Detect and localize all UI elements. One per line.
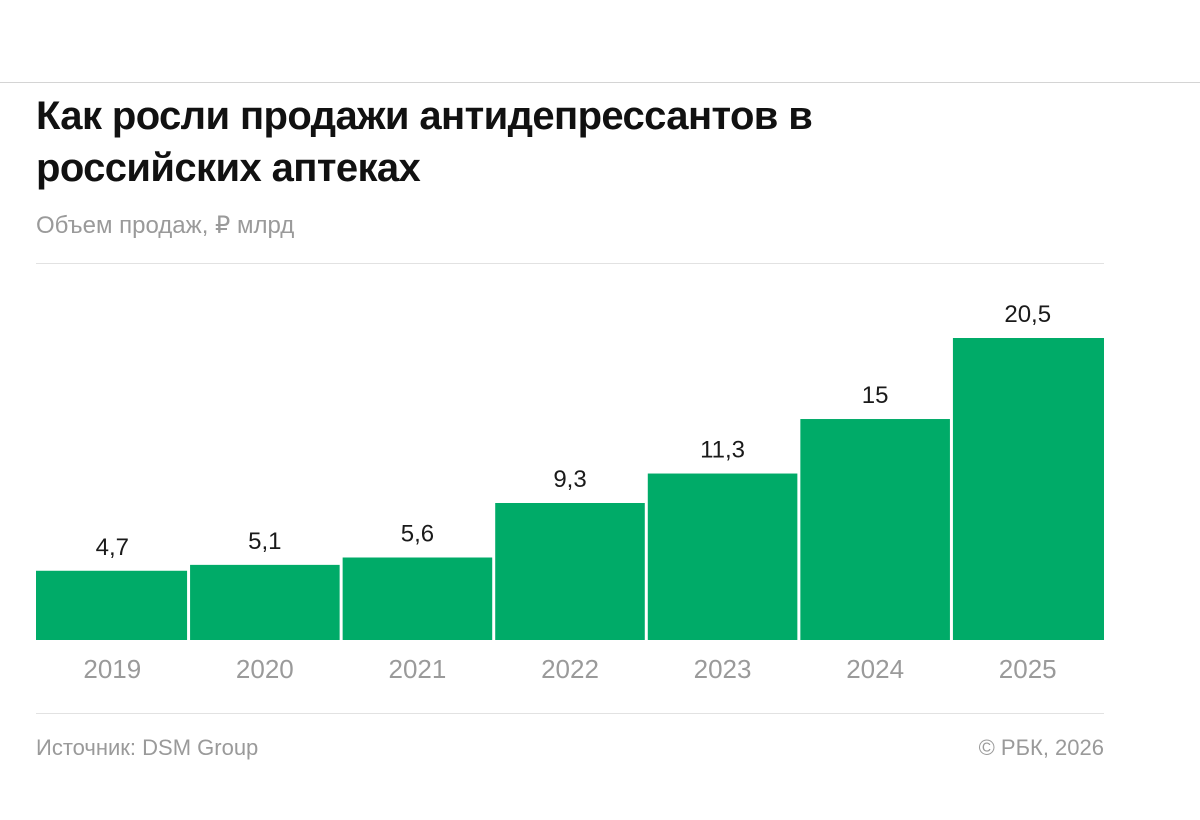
value-label-2022: 9,3	[553, 466, 586, 493]
x-tick-label-2019: 2019	[83, 654, 141, 684]
bar-2020	[190, 564, 340, 640]
value-label-2021: 5,6	[401, 521, 434, 548]
bar-2021	[342, 557, 493, 640]
value-label-2020: 5,1	[248, 528, 281, 555]
bar-2022	[495, 502, 645, 640]
bar-chart: 4,7 2019 5,1 2020 5,6 2021 9,3 2022 11,3 2023 15 20…	[36, 301, 1104, 684]
value-label-2024: 15	[862, 382, 889, 409]
copyright-note: © РБК, 2026	[978, 735, 1104, 760]
chart-subtitle: Объем продаж, ₽ млрд	[36, 212, 295, 239]
bar-2024	[800, 419, 950, 640]
x-tick-label-2023: 2023	[694, 654, 752, 684]
source-note: Источник: DSM Group	[36, 735, 259, 760]
top-divider	[0, 82, 1200, 83]
bar-2019	[36, 570, 188, 640]
value-label-2019: 4,7	[96, 534, 129, 561]
value-label-2025: 20,5	[1004, 301, 1051, 328]
chart-bottom-rule	[36, 713, 1104, 714]
chart-title: Как росли продажи антидепрессантов в рос…	[36, 94, 813, 190]
x-tick-label-2022: 2022	[541, 654, 599, 684]
x-tick-label-2025: 2025	[999, 654, 1057, 684]
x-tick-label-2020: 2020	[236, 654, 294, 684]
bar-2025	[952, 338, 1104, 640]
bar-2023	[647, 473, 798, 640]
value-label-2023: 11,3	[700, 437, 745, 464]
chart-top-rule	[36, 263, 1104, 264]
x-tick-label-2021: 2021	[389, 654, 447, 684]
x-tick-label-2024: 2024	[846, 654, 904, 684]
